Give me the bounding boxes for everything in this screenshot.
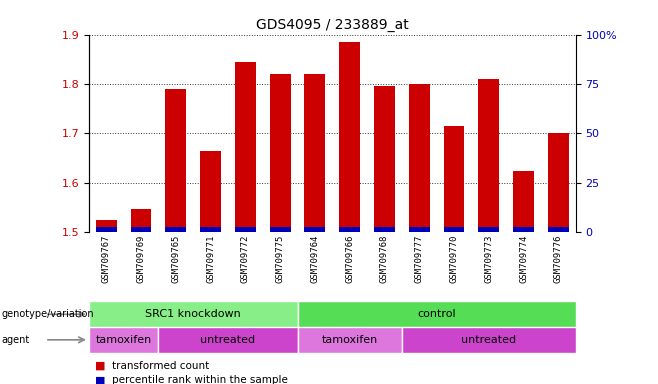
Bar (409, 227, 430, 232)
Bar (340, 42, 360, 232)
Bar (165, 89, 186, 232)
Text: GSM709777: GSM709777 (415, 235, 424, 283)
Text: GSM709765: GSM709765 (171, 235, 180, 283)
Text: GSM709774: GSM709774 (519, 235, 528, 283)
Text: GSM709767: GSM709767 (102, 235, 111, 283)
Bar (200, 227, 221, 232)
Bar (374, 86, 395, 232)
Bar (89, 327, 159, 353)
Text: GSM709764: GSM709764 (311, 235, 319, 283)
Bar (96, 227, 116, 232)
Bar (513, 227, 534, 232)
Bar (270, 74, 291, 232)
Text: control: control (417, 309, 456, 319)
Bar (548, 227, 569, 232)
Text: GSM709772: GSM709772 (241, 235, 250, 283)
Text: GSM709769: GSM709769 (136, 235, 145, 283)
Bar (402, 327, 576, 353)
Bar (297, 301, 576, 327)
Text: ■: ■ (95, 361, 106, 371)
Bar (409, 84, 430, 232)
Text: GSM709775: GSM709775 (276, 235, 285, 283)
Text: SRC1 knockdown: SRC1 knockdown (145, 309, 241, 319)
Text: GSM709773: GSM709773 (484, 235, 494, 283)
Bar (443, 126, 465, 232)
Text: GSM709766: GSM709766 (345, 235, 354, 283)
Bar (374, 227, 395, 232)
Bar (130, 209, 151, 232)
Text: untreated: untreated (201, 335, 255, 345)
Bar (297, 327, 402, 353)
Bar (89, 301, 297, 327)
Text: genotype/variation: genotype/variation (1, 309, 94, 319)
Bar (165, 227, 186, 232)
Bar (548, 133, 569, 232)
Bar (235, 62, 256, 232)
Text: agent: agent (1, 335, 30, 345)
Bar (443, 227, 465, 232)
Bar (513, 170, 534, 232)
Bar (159, 327, 297, 353)
Text: untreated: untreated (461, 335, 517, 345)
Text: percentile rank within the sample: percentile rank within the sample (112, 375, 288, 384)
Text: transformed count: transformed count (112, 361, 209, 371)
Bar (478, 227, 499, 232)
Text: GSM709770: GSM709770 (449, 235, 459, 283)
Bar (96, 220, 116, 232)
Bar (478, 79, 499, 232)
Bar (200, 151, 221, 232)
Text: tamoxifen: tamoxifen (322, 335, 378, 345)
Bar (340, 227, 360, 232)
Bar (305, 74, 325, 232)
Text: GSM709776: GSM709776 (554, 235, 563, 283)
Bar (305, 227, 325, 232)
Bar (270, 227, 291, 232)
Bar (235, 227, 256, 232)
Bar (130, 227, 151, 232)
Text: GSM709768: GSM709768 (380, 235, 389, 283)
Text: ■: ■ (95, 375, 106, 384)
Title: GDS4095 / 233889_at: GDS4095 / 233889_at (256, 18, 409, 32)
Text: GSM709771: GSM709771 (206, 235, 215, 283)
Text: tamoxifen: tamoxifen (95, 335, 152, 345)
